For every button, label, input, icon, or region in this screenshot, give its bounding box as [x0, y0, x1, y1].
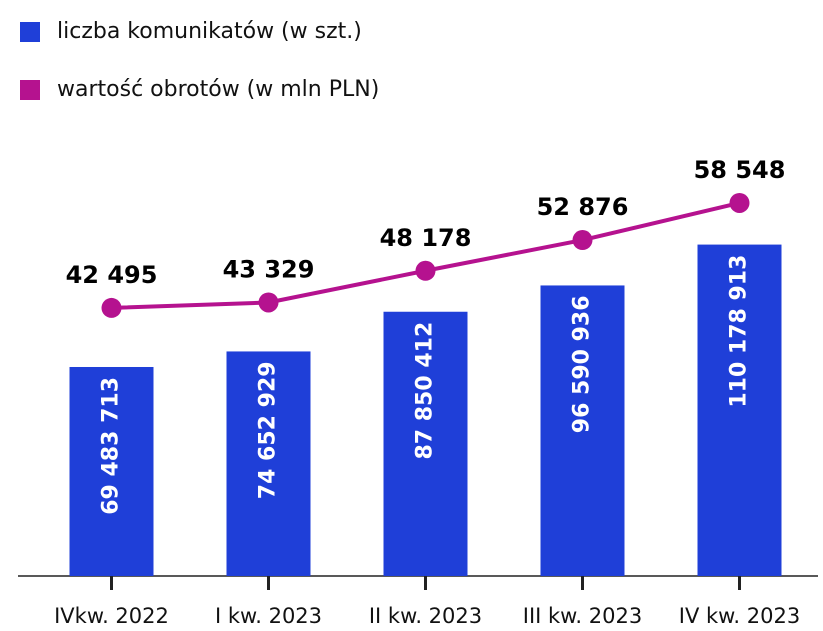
line-value-label: 48 178 [380, 224, 472, 252]
bar [226, 351, 311, 576]
line-value-label: 43 329 [223, 255, 315, 283]
line-value-label: 58 548 [694, 156, 786, 184]
line-point [415, 260, 436, 281]
bar-value-label: 74 652 929 [256, 361, 281, 499]
line-point [572, 230, 593, 251]
x-tick-label: II kw. 2023 [369, 604, 482, 628]
bar-value-label: 87 850 412 [413, 322, 438, 460]
bar [540, 285, 625, 576]
legend-label: wartość obrotów (w mln PLN) [57, 77, 379, 102]
bar-value-label: 110 178 913 [727, 255, 752, 408]
legend-swatch [20, 80, 40, 100]
legend-swatch [20, 22, 40, 42]
bar [697, 244, 782, 576]
line-point [258, 292, 279, 313]
line-value-label: 52 876 [537, 193, 629, 221]
line-point [101, 297, 122, 318]
line-value-label: 42 495 [66, 261, 158, 289]
x-tick-label: III kw. 2023 [523, 604, 642, 628]
bar [69, 366, 154, 576]
bar [383, 311, 468, 576]
x-tick-label: IVkw. 2022 [54, 604, 169, 628]
bar-value-label: 69 483 713 [99, 377, 124, 515]
line-point [729, 192, 750, 213]
bar-value-label: 96 590 936 [570, 295, 595, 433]
x-tick-label: I kw. 2023 [215, 604, 322, 628]
line [111, 201, 740, 310]
legend-label: liczba komunikatów (w szt.) [57, 19, 362, 44]
x-tick-label: IV kw. 2023 [679, 604, 800, 628]
